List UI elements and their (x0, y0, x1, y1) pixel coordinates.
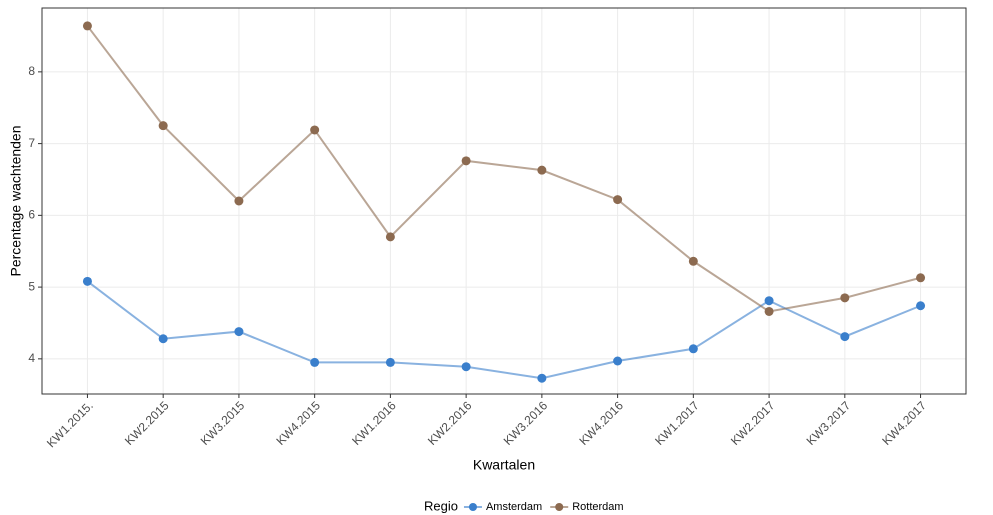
data-point (537, 165, 547, 175)
data-point (688, 256, 698, 266)
x-tick-label: KW2.2017 (728, 398, 778, 448)
plot-border (41, 7, 967, 395)
series-line (86, 280, 921, 380)
x-tick-label: KW3.2017 (804, 398, 854, 448)
data-point (385, 232, 395, 242)
data-point (158, 121, 168, 131)
x-tick-label: KW4.2016 (576, 398, 626, 448)
y-tick-label: 5 (28, 279, 35, 293)
data-point (82, 21, 92, 31)
data-point (916, 301, 926, 311)
x-tick-label: KW1.2016 (349, 398, 399, 448)
y-tick-label: 7 (28, 136, 35, 150)
series-line (86, 25, 921, 313)
data-point (764, 306, 774, 316)
x-tick-label: KW4.2017 (879, 398, 929, 448)
x-tick-label: KW3.2015 (198, 398, 248, 448)
data-point (840, 332, 850, 342)
legend-label: Rotterdam (572, 501, 623, 513)
legend-swatch (468, 503, 477, 511)
legend-swatch (555, 503, 564, 511)
x-tick-label: KW1.2017 (652, 398, 702, 448)
x-tick-label: KW2.2015 (122, 398, 172, 448)
data-point (688, 344, 698, 354)
data-point (82, 276, 92, 286)
legend-label: Amsterdam (486, 501, 542, 513)
y-tick-label: 4 (28, 351, 35, 365)
legend: Regio Amsterdam Rotterdam (424, 498, 624, 513)
data-point (537, 373, 547, 383)
legend-title: Regio (424, 498, 458, 513)
x-tick-label: KW4.2015 (273, 398, 323, 448)
data-point (385, 357, 395, 367)
data-point (613, 356, 623, 366)
x-tick-label: KW1.2015. (44, 398, 96, 450)
data-point (916, 273, 926, 283)
data-point (310, 125, 320, 135)
data-point (840, 293, 850, 303)
y-tick-label: 8 (28, 64, 35, 78)
data-point (310, 357, 320, 367)
y-axis-title: Percentage wachtenden (8, 126, 24, 277)
data-point (461, 362, 471, 372)
data-point (764, 296, 774, 306)
x-tick-label: KW2.2016 (425, 398, 475, 448)
y-tick-label: 6 (28, 208, 35, 222)
data-point (234, 196, 244, 206)
data-point (461, 156, 471, 166)
data-point (234, 327, 244, 337)
data-point (613, 195, 623, 205)
data-point (158, 334, 168, 344)
x-tick-label: KW3.2016 (501, 398, 551, 448)
x-axis-title: Kwartalen (473, 457, 535, 473)
